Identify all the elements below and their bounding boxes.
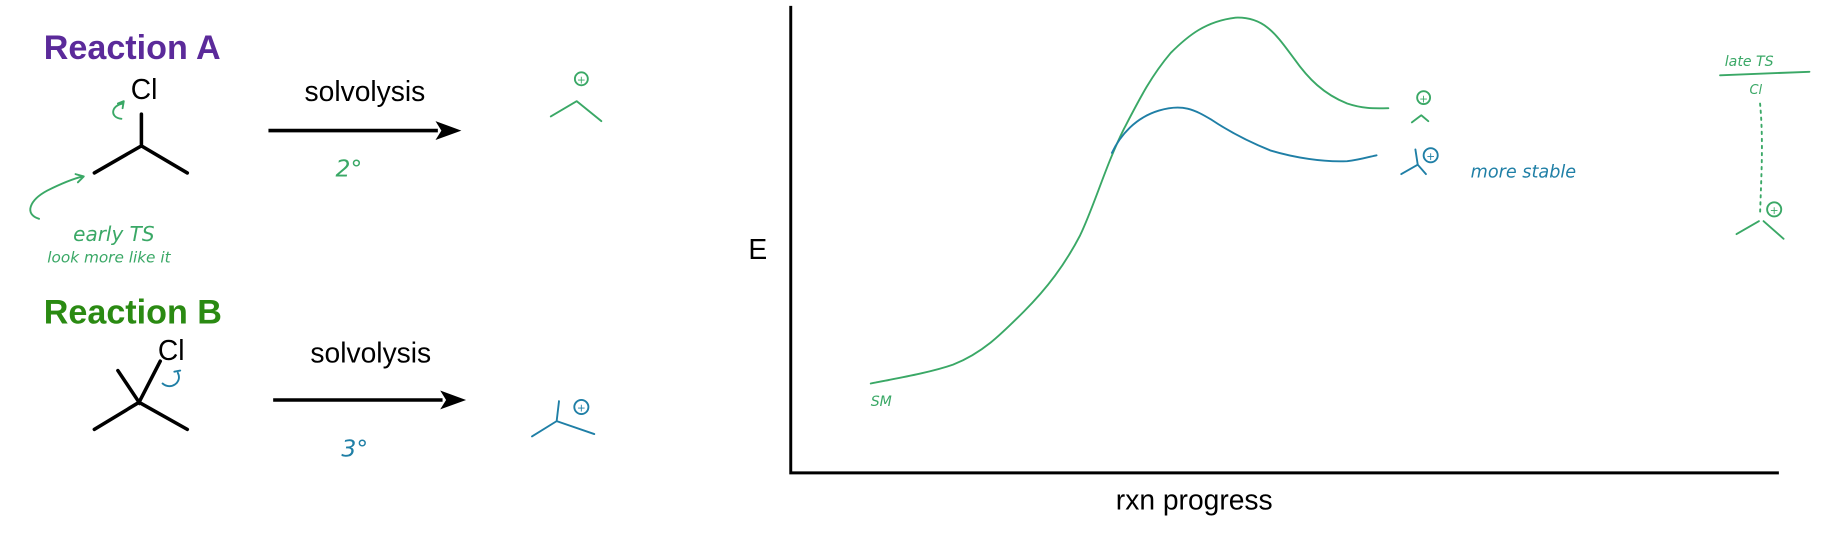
reaction-b: Reaction B Cl solvolysis 3° + — [44, 293, 596, 462]
early-ts-note: early TS — [73, 222, 155, 246]
curved-arrow-icon — [112, 100, 125, 120]
secondary-energy-curve — [869, 16, 1390, 385]
plus-charge-icon: + — [1426, 151, 1435, 163]
curved-arrow-icon — [161, 369, 182, 388]
plus-charge-icon: + — [577, 403, 586, 415]
late-ts-charge-circle — [1766, 201, 1783, 218]
reaction-a: Reaction A Cl solvolysis 2° + early TS l… — [29, 29, 603, 266]
reaction-b-molecule — [92, 359, 190, 432]
more-stable-note: more stable — [1471, 163, 1577, 183]
reaction-b-degree: 3° — [341, 434, 368, 462]
reaction-b-product-carbocation: + — [531, 399, 596, 438]
tertiary-carbocation-product: + — [1400, 147, 1439, 176]
breaking-bond-dotted-line — [1759, 102, 1763, 216]
late-ts-underline — [1719, 70, 1811, 77]
energy-axes — [789, 5, 1779, 475]
reaction-a-degree: 2° — [336, 154, 363, 182]
look-more-like-it-note: look more like it — [47, 248, 171, 266]
y-axis-label: E — [748, 233, 767, 265]
reaction-b-arrowhead — [440, 390, 467, 410]
reaction-a-molecule — [92, 112, 190, 175]
reaction-a-arrowhead — [435, 121, 462, 140]
reaction-b-title: Reaction B — [44, 293, 222, 331]
late-ts-title: late TS — [1725, 54, 1774, 70]
secondary-carbocation-product: + — [1410, 90, 1432, 124]
reaction-a-title: Reaction A — [44, 29, 221, 67]
plus-charge-icon: + — [1770, 205, 1779, 217]
x-axis-label: rxn progress — [1116, 483, 1273, 515]
late-ts-note: late TS Cl + — [1719, 54, 1811, 240]
start-material-label: SM — [871, 394, 892, 410]
late-ts-cl-label: Cl — [1749, 83, 1762, 98]
reaction-b-cl-label: Cl — [158, 334, 185, 366]
annotation-arrow-icon — [29, 173, 85, 220]
reaction-a-condition: solvolysis — [305, 75, 426, 107]
plus-charge-icon: + — [577, 75, 586, 87]
reaction-b-condition: solvolysis — [310, 336, 431, 368]
late-ts-carbocation — [1735, 220, 1785, 240]
reaction-a-product-carbocation: + — [549, 71, 603, 123]
reaction-a-cl-label: Cl — [131, 73, 158, 105]
energy-diagram: E rxn progress SM + + more stable — [748, 5, 1779, 515]
tertiary-energy-curve — [1110, 106, 1378, 163]
plus-charge-icon: + — [1419, 93, 1428, 105]
